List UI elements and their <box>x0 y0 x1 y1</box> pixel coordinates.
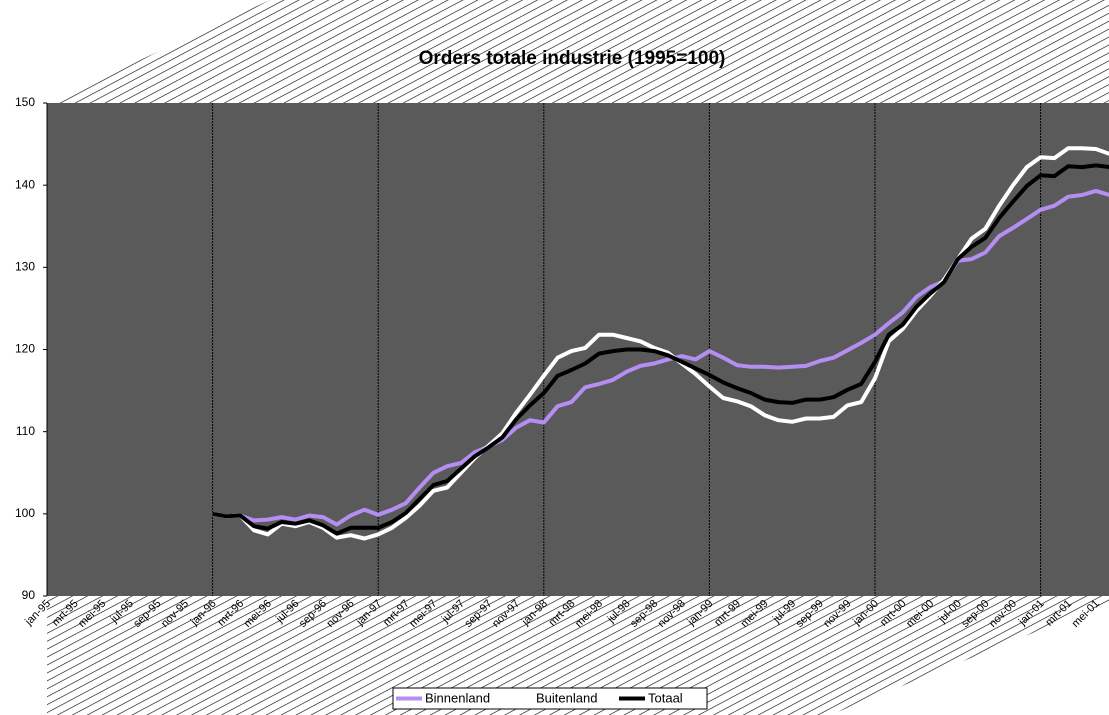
y-tick-label: 90 <box>22 588 36 602</box>
series-line <box>212 163 1109 536</box>
legend-label: Totaal <box>648 690 683 705</box>
y-tick-label: 140 <box>15 177 35 191</box>
legend: Binnenland Buitenland Totaal <box>392 687 708 710</box>
y-tick-label: 120 <box>15 342 35 356</box>
y-tick-label: 100 <box>15 506 35 520</box>
y-tick-label: 150 <box>15 95 35 109</box>
legend-label: Binnenland <box>425 690 490 705</box>
series-line <box>212 188 1109 527</box>
y-tick-label: 130 <box>15 260 35 274</box>
top-wall <box>47 0 1109 103</box>
y-tick-label: 110 <box>16 424 35 438</box>
chart-title: Orders totale industrie (1995=100) <box>419 48 726 69</box>
legend-label: Buitenland <box>536 690 597 705</box>
legend-box <box>392 687 708 710</box>
floor <box>47 596 1109 715</box>
